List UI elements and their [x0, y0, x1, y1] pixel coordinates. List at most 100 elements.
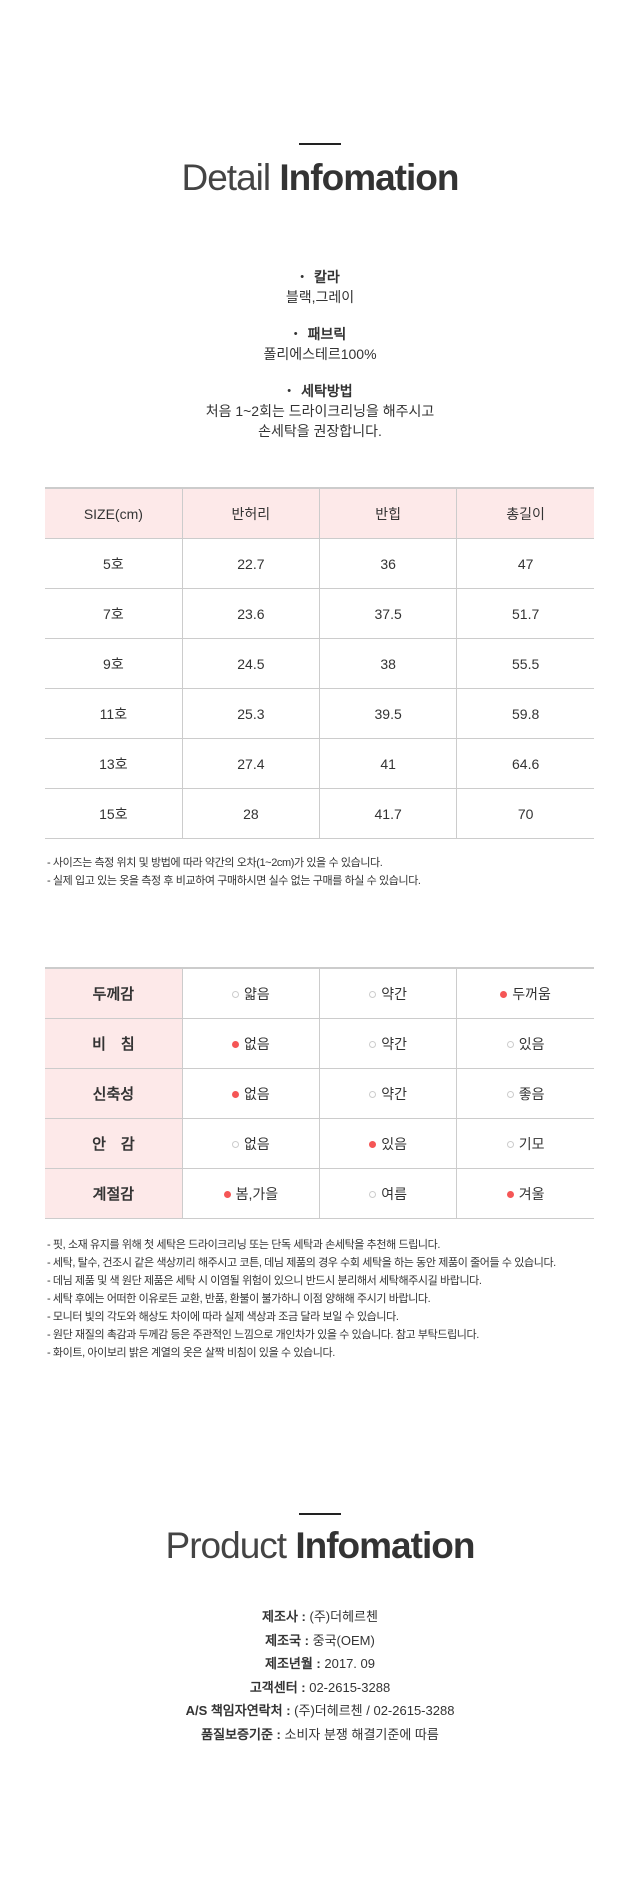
selected-dot-icon: [223, 1190, 231, 1198]
table-row: 13호 27.4 41 64.6: [45, 738, 594, 789]
option-cell: 약간: [318, 1068, 457, 1119]
option-cell: 없음: [181, 1018, 320, 1069]
unselected-dot-icon: [369, 1040, 377, 1048]
option-label: 약간: [381, 985, 407, 1002]
note-line: - 모니터 빛의 각도와 해상도 차이에 따라 실제 색상과 조금 달라 보일 …: [47, 1311, 399, 1323]
product-info-list: 제조사 : (주)더헤르첸 제조국 : 중국(OEM) 제조년월 : 2017. 0…: [0, 1605, 640, 1747]
table-cell: 41: [318, 738, 457, 789]
table-cell: 7호: [45, 588, 183, 639]
table-cell: 41.7: [318, 788, 457, 839]
option-label: 약간: [381, 1035, 407, 1052]
detail-info-title: Detail Infomation: [181, 157, 460, 198]
info-label: A/S 책임자연락처 :: [185, 1703, 291, 1719]
option-cell: 얇음: [181, 967, 320, 1019]
care-notes: - 핏, 소재 유지를 위해 첫 세탁은 드라이크리닝 또는 단독 세탁과 손세…: [47, 1236, 640, 1362]
option-label: 여름: [381, 1185, 407, 1202]
table-row: 안 감 없음 있음 기모: [45, 1118, 594, 1169]
unselected-dot-icon: [231, 990, 239, 998]
info-label: 고객센터 :: [249, 1679, 306, 1695]
option-label: 있음: [381, 1135, 407, 1152]
option-cell: 봄,가을: [181, 1168, 320, 1219]
table-row: 9호 24.5 38 55.5: [45, 638, 594, 689]
info-value: 02-2615-3288: [309, 1679, 391, 1695]
table-cell: 64.6: [456, 738, 594, 789]
info-label: 품질보증기준 :: [201, 1726, 281, 1742]
row-label: 비 침: [45, 1018, 183, 1069]
selected-dot-icon: [500, 990, 508, 998]
table-cell: 25.3: [181, 688, 320, 739]
option-label: 없음: [243, 1035, 270, 1052]
note-line: - 화이트, 아이보리 밝은 계열의 옷은 살짝 비침이 있을 수 있습니다.: [47, 1347, 335, 1359]
row-label: 안 감: [45, 1118, 183, 1169]
table-cell: 59.8: [456, 688, 594, 739]
product-info-title: Product Infomation: [165, 1525, 476, 1566]
table-cell: 51.7: [456, 588, 594, 639]
header-cell: 반힙: [318, 487, 457, 539]
option-label: 얇음: [243, 985, 270, 1002]
option-cell: 약간: [318, 967, 457, 1019]
table-cell: 47: [456, 538, 594, 589]
note-line: - 핏, 소재 유지를 위해 첫 세탁은 드라이크리닝 또는 단독 세탁과 손세…: [47, 1239, 441, 1251]
table-cell: 11호: [45, 688, 183, 739]
header-cell: SIZE(cm): [45, 487, 183, 539]
note-line: - 원단 재질의 촉감과 두께감 등은 주관적인 느낌으로 개인차가 있을 수 …: [47, 1329, 479, 1341]
option-label: 봄,가을: [235, 1185, 279, 1202]
info-value: 소비자 분쟁 해결기준에 따름: [284, 1726, 439, 1742]
table-row: 신축성 없음 약간 좋음: [45, 1068, 594, 1119]
table-row: 15호 28 41.7 70: [45, 788, 594, 839]
table-row: 두께감 얇음 약간 두꺼움: [45, 967, 594, 1019]
unselected-dot-icon: [506, 1040, 514, 1048]
size-table: SIZE(cm) 반허리 반힙 총길이 5호 22.7 36 47 7호 23.6 37.5…: [45, 487, 594, 839]
option-label: 없음: [243, 1085, 270, 1102]
option-cell: 있음: [456, 1018, 594, 1069]
info-label: 제조년월 :: [264, 1656, 321, 1672]
product-info-line: 제조사 : (주)더헤르첸: [0, 1605, 640, 1629]
option-cell: 겨울: [456, 1168, 594, 1219]
spec-fabric: 패브릭 폴리에스테르100%: [0, 324, 640, 364]
table-cell: 27.4: [181, 738, 320, 789]
spec-color: 칼라 블랙,그레이: [0, 267, 640, 307]
option-cell: 없음: [181, 1118, 320, 1169]
selected-dot-icon: [506, 1190, 514, 1198]
table-cell: 15호: [45, 788, 183, 839]
info-value: 중국(OEM): [312, 1632, 375, 1648]
option-cell: 있음: [318, 1118, 457, 1169]
option-label: 있음: [518, 1035, 545, 1052]
unselected-dot-icon: [369, 990, 377, 998]
spec-washing: 세탁방법 처음 1~2회는 드라이크리닝을 해주시고 손세탁을 권장합니다.: [0, 381, 640, 441]
table-cell: 38: [318, 638, 457, 689]
table-cell: 22.7: [181, 538, 320, 589]
option-label: 약간: [381, 1085, 407, 1102]
selected-dot-icon: [231, 1090, 239, 1098]
size-table-header: SIZE(cm) 반허리 반힙 총길이: [45, 487, 594, 539]
option-cell: 약간: [318, 1018, 457, 1069]
table-cell: 13호: [45, 738, 183, 789]
table-cell: 37.5: [318, 588, 457, 639]
option-label: 두꺼움: [512, 985, 551, 1002]
unselected-dot-icon: [231, 1140, 239, 1148]
note-line: - 세탁, 탈수, 건조시 같은 색상끼리 해주시고 코튼, 데님 제품의 경우…: [47, 1257, 556, 1269]
note-line: - 세탁 후에는 어떠한 이유로든 교환, 반품, 환불이 불가하니 이점 양해…: [47, 1293, 431, 1305]
option-cell: 기모: [456, 1118, 594, 1169]
table-cell: 5호: [45, 538, 183, 589]
option-label: 없음: [243, 1135, 270, 1152]
table-cell: 23.6: [181, 588, 320, 639]
unselected-dot-icon: [506, 1140, 514, 1148]
product-info-line: A/S 책임자연락처 : (주)더헤르첸 / 02-2615-3288: [0, 1699, 640, 1723]
note-line: - 데님 제품 및 색 원단 제품은 세탁 시 이염될 위험이 있으니 반드시 …: [47, 1275, 482, 1287]
section-divider-bar: [299, 143, 341, 145]
unselected-dot-icon: [369, 1090, 377, 1098]
option-cell: 여름: [318, 1168, 457, 1219]
table-cell: 39.5: [318, 688, 457, 739]
row-label: 신축성: [45, 1068, 183, 1119]
unselected-dot-icon: [369, 1190, 377, 1198]
row-label: 두께감: [45, 967, 183, 1019]
table-cell: 28: [181, 788, 320, 839]
option-label: 기모: [518, 1135, 545, 1152]
option-label: 좋음: [518, 1085, 545, 1102]
option-cell: 좋음: [456, 1068, 594, 1119]
selected-dot-icon: [231, 1040, 239, 1048]
info-value: (주)더헤르첸 / 02-2615-3288: [294, 1703, 455, 1719]
info-label: 제조국 :: [265, 1632, 309, 1648]
header-cell: 총길이: [456, 487, 594, 539]
